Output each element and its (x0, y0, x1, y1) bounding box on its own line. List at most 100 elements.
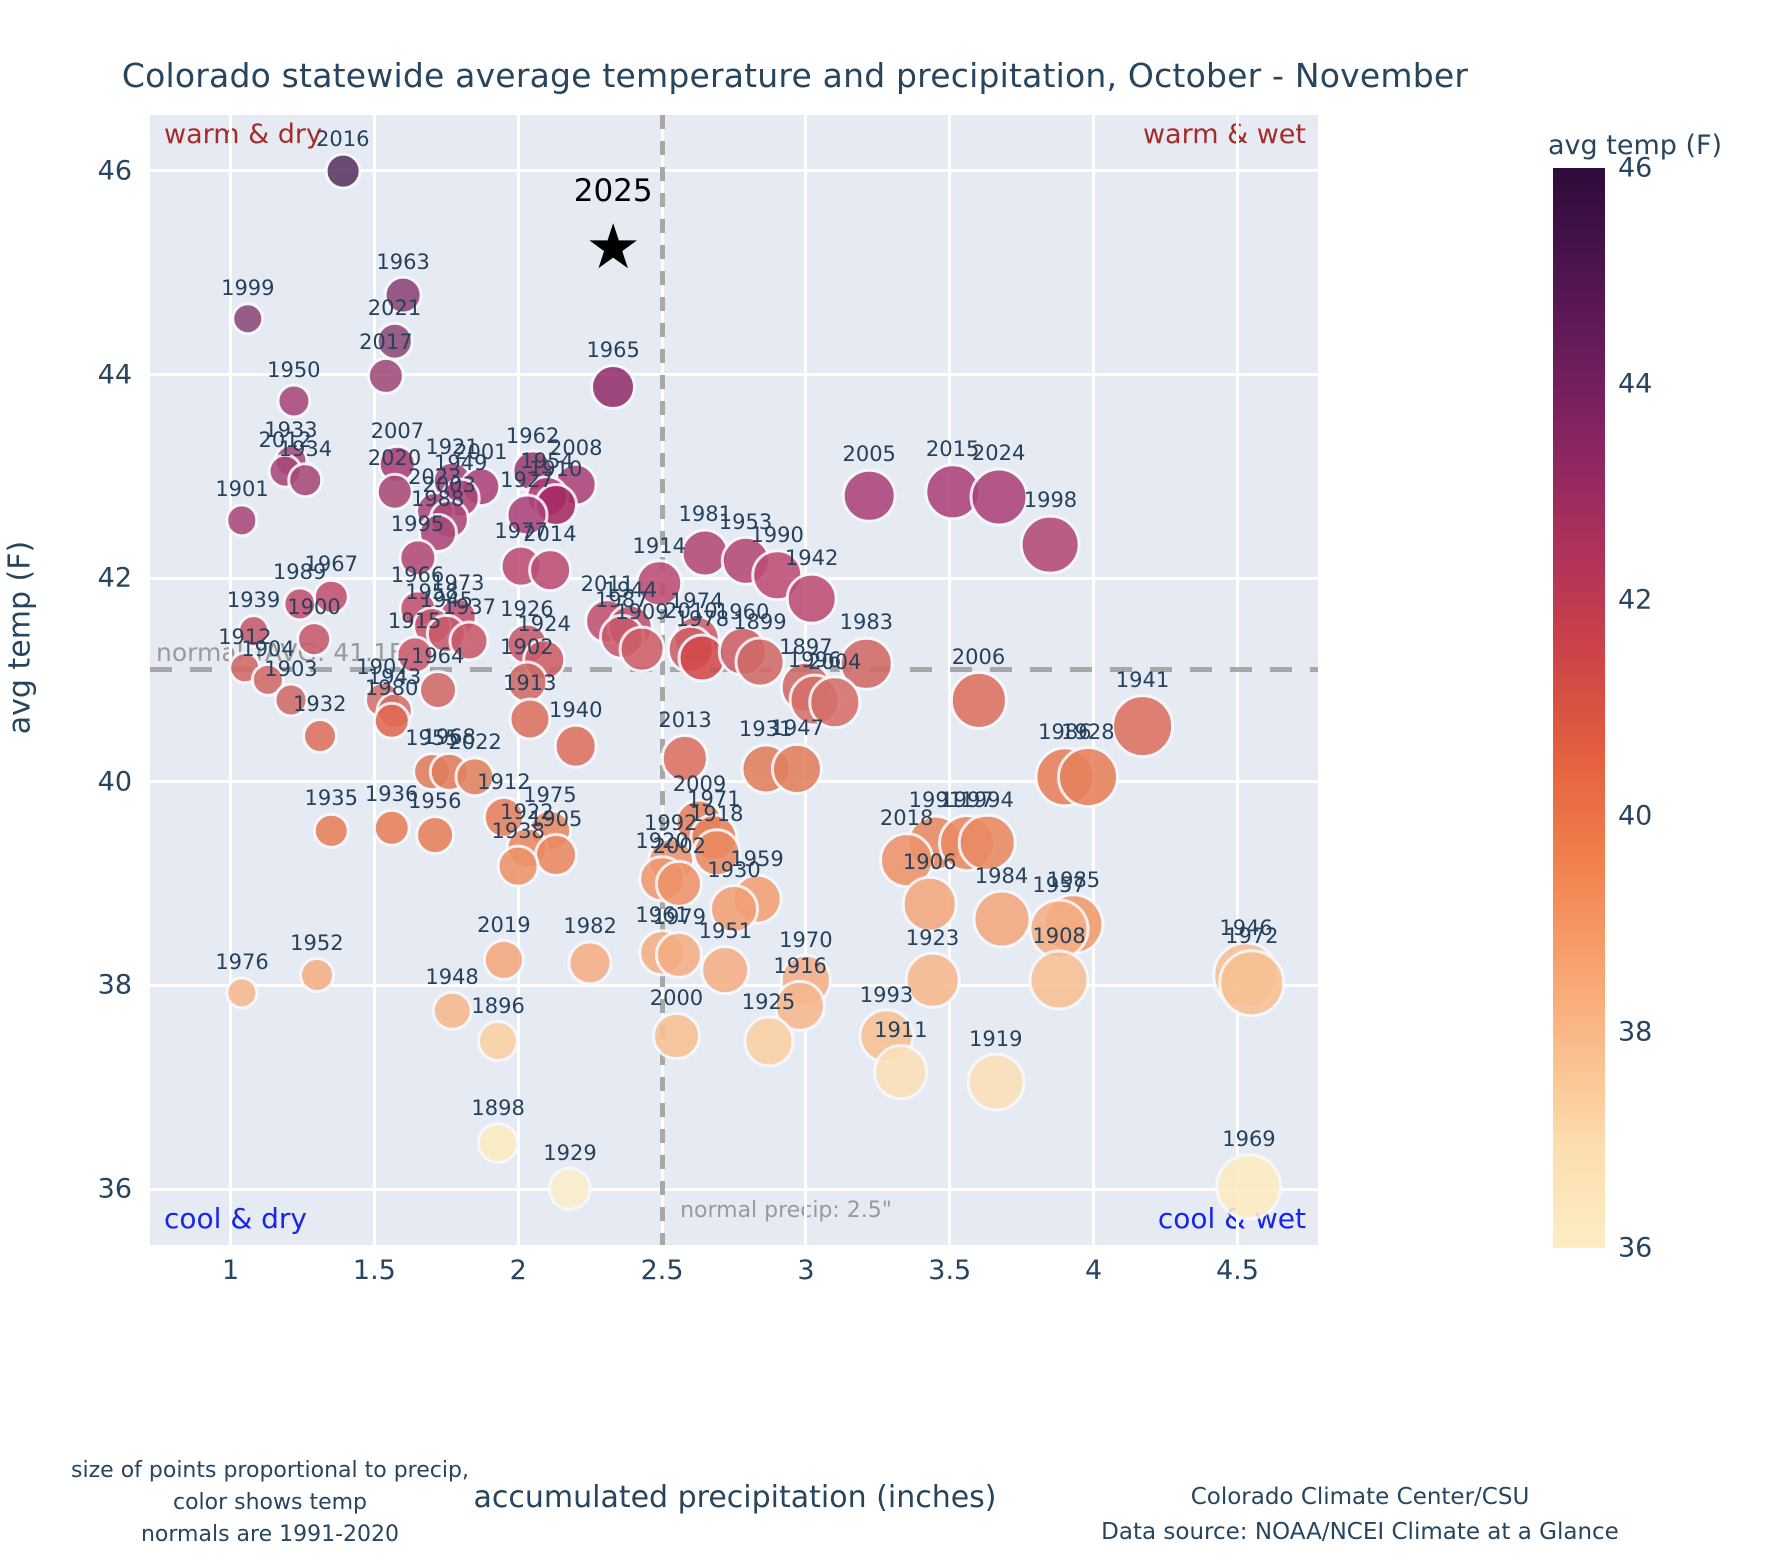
data-point-label: 1928 (1061, 719, 1115, 744)
data-point-label: 1952 (290, 931, 344, 956)
data-point-label: 1975 (523, 782, 577, 807)
data-point (618, 626, 666, 673)
data-point-label: 1985 (1046, 867, 1101, 892)
data-point-label: 1948 (425, 964, 479, 989)
data-point-label: 2016 (316, 126, 370, 151)
data-point-label: 2023 (408, 465, 462, 490)
data-point-label: 1972 (1225, 923, 1279, 948)
data-point-label: 1984 (974, 863, 1029, 888)
data-point-label: 1947 (770, 716, 825, 741)
colorbar (1553, 168, 1605, 1248)
data-point-label: 1971 (687, 787, 741, 812)
quadrant-label-warm-wet: warm & wet (1142, 119, 1306, 150)
data-point (287, 462, 324, 499)
data-point-label: 1920 (635, 828, 689, 853)
data-point-label: 1915 (387, 608, 442, 633)
data-point (771, 742, 824, 795)
data-point-label: 1981 (678, 502, 732, 527)
data-point (873, 1044, 929, 1100)
data-point-label: 1992 (643, 811, 698, 836)
data-point (231, 301, 265, 336)
data-point (709, 884, 759, 935)
data-point-label: 1958 (405, 580, 459, 605)
gridline-vertical (1092, 115, 1096, 1245)
data-point-label: 1923 (905, 925, 960, 950)
data-point (527, 548, 572, 592)
data-point-label: 1974 (669, 588, 724, 613)
data-point-label: 2022 (448, 730, 502, 755)
footnote-right: Colorado Climate Center/CSU Data source: … (1010, 1480, 1710, 1549)
footnote-line: normals are 1991-2020 (140, 1521, 400, 1547)
y-axis-tick-label: 36 (97, 1173, 132, 1205)
data-point (742, 1015, 795, 1067)
data-point (324, 152, 362, 190)
data-point-label: 1919 (969, 1026, 1023, 1051)
data-point (225, 503, 259, 537)
footnote-line: Colorado Climate Center/CSU (1190, 1484, 1530, 1510)
data-point (298, 957, 335, 994)
data-point-label: 2020 (367, 446, 422, 471)
data-point-label: 1966 (390, 563, 445, 588)
x-axis-tick-label: 3 (797, 1255, 815, 1286)
data-point-label: 1939 (226, 588, 281, 613)
footnote-line: Data source: NOAA/NCEI Climate at a Glan… (1101, 1518, 1619, 1545)
y-axis-title: avg temp (F) (2, 540, 38, 735)
data-point-label: 1926 (500, 596, 554, 621)
data-point-label: 1953 (718, 509, 773, 534)
data-point-label: 1906 (902, 849, 957, 874)
data-point-label: 1907 (356, 655, 410, 680)
data-point-label: 1938 (491, 818, 545, 843)
data-point (375, 321, 414, 361)
data-point-label: 1909 (615, 600, 669, 625)
data-point (276, 383, 312, 419)
data-point-label: 1924 (517, 611, 571, 636)
data-point-label: 1997 (940, 787, 994, 812)
data-point (734, 636, 786, 688)
y-axis-tick-label: 40 (97, 766, 132, 798)
data-point (807, 675, 862, 730)
data-point-label: 2013 (658, 708, 712, 733)
data-point-label: 1912 (477, 770, 531, 795)
data-point-label: 1927 (500, 467, 554, 492)
data-point-label: 2007 (370, 418, 425, 443)
data-point (547, 1166, 593, 1212)
data-point-label: 1960 (715, 600, 770, 625)
data-point (590, 363, 637, 410)
data-point-label: 1925 (741, 989, 796, 1014)
data-point-label: 1950 (267, 357, 321, 382)
normal-tavg-label: normal TAVG: 41.1F (156, 637, 404, 667)
gridline-horizontal (150, 169, 1318, 173)
data-point (655, 930, 704, 979)
data-point-label: 1949 (433, 451, 488, 476)
data-point-label: 1931 (738, 717, 793, 742)
colorbar-tick-label: 36 (1618, 1232, 1653, 1264)
gridline-vertical (372, 115, 376, 1245)
data-point-label: 1977 (494, 518, 548, 543)
data-point-label: 1921 (425, 435, 479, 460)
data-point-label: 1976 (215, 949, 269, 974)
data-point-label: 1995 (390, 512, 445, 537)
data-point-label: 1961 (635, 903, 689, 928)
x-axis-tick-label: 3.5 (928, 1255, 972, 1286)
data-point-label: 1916 (773, 953, 827, 978)
data-point-label: 1940 (549, 697, 603, 722)
data-point (635, 559, 683, 608)
data-point-label: 1912 (218, 625, 272, 650)
star-marker-2025: ★ (585, 210, 641, 284)
data-point-label: 2001 (454, 439, 508, 464)
data-point (395, 634, 435, 675)
data-point (553, 723, 599, 769)
gridline-vertical (229, 115, 233, 1245)
colorbar-tick-label: 40 (1618, 800, 1653, 832)
colorbar-tick-label: 46 (1618, 152, 1653, 184)
gridline-horizontal (150, 780, 1318, 784)
data-point-label: 1905 (528, 807, 583, 832)
data-point (1028, 898, 1090, 960)
data-point-label: 2006 (951, 645, 1006, 670)
data-point (296, 621, 332, 658)
data-point-label: 1932 (292, 691, 347, 716)
data-point-label: 1945 (419, 588, 474, 613)
y-axis-tick-label: 42 (97, 562, 132, 594)
gridline-vertical (948, 115, 952, 1245)
footnote-line: color shows temp (172, 1489, 368, 1515)
